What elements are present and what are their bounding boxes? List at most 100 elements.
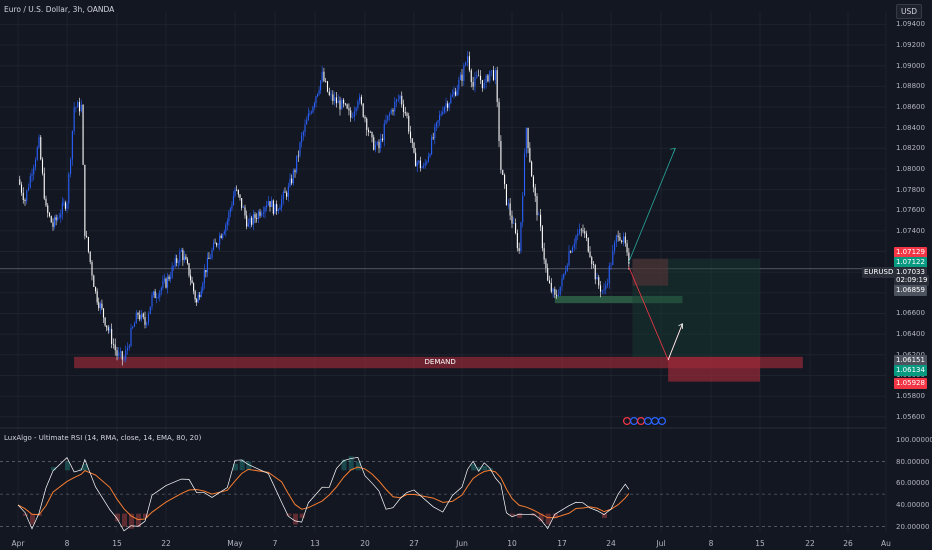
candle-body <box>589 251 591 258</box>
candle-body <box>251 217 253 225</box>
y-tick-label: 1.08600 <box>896 102 925 111</box>
candle-body <box>168 276 170 280</box>
candle-body <box>294 170 296 173</box>
y-tick-label: 1.05800 <box>896 392 925 401</box>
candle-body <box>165 278 167 288</box>
candle-body <box>269 201 271 208</box>
x-tick-label: 27 <box>409 539 419 548</box>
candle-body <box>60 214 62 218</box>
rsi-panel <box>0 456 886 532</box>
candle-body <box>463 65 465 81</box>
candle-body <box>199 294 201 297</box>
candle-body <box>312 106 314 113</box>
candle-body <box>554 289 556 295</box>
candle-body <box>491 70 493 71</box>
candle-body <box>313 103 316 107</box>
candle-body <box>577 233 579 236</box>
event-icon <box>643 416 653 426</box>
candle-body <box>424 163 426 166</box>
zone-demand <box>74 356 803 369</box>
candle-body <box>296 155 298 173</box>
candle-body <box>185 256 187 260</box>
arrow-head <box>670 147 676 154</box>
candle-body <box>367 129 370 132</box>
candle-body <box>409 131 412 139</box>
x-tick-label: 17 <box>557 539 567 548</box>
candle-body <box>19 179 21 185</box>
candle-body <box>481 79 483 89</box>
candle-body <box>194 291 196 300</box>
candle-body <box>571 247 574 253</box>
candle-body <box>388 113 391 116</box>
candle-body <box>580 229 582 231</box>
candle-body <box>135 312 137 324</box>
candle-body <box>133 323 136 327</box>
candle-body <box>334 97 336 102</box>
candle-body <box>465 62 467 66</box>
candle-body <box>474 77 476 87</box>
rsi-oversold-fill <box>136 513 141 527</box>
candle-body <box>376 141 378 145</box>
candle-body <box>29 175 31 188</box>
candle-body <box>139 314 141 320</box>
y-tick-label: 1.09400 <box>896 20 925 29</box>
candle-body <box>157 296 159 298</box>
candle-body <box>357 101 359 108</box>
candle-body <box>107 327 109 331</box>
candle-body <box>513 223 515 224</box>
candle-body <box>587 237 589 252</box>
candle-body <box>219 235 221 245</box>
candle-body <box>173 265 175 267</box>
candle-body <box>585 233 588 238</box>
candle-body <box>176 258 178 263</box>
candle-body <box>61 202 63 215</box>
y-tick-label: 1.08000 <box>896 164 925 173</box>
candle-body <box>154 291 156 298</box>
candle-body <box>191 280 193 284</box>
candle-body <box>246 215 248 227</box>
candle-body <box>22 192 24 200</box>
candle-body <box>160 287 162 292</box>
rsi-oversold-fill <box>552 513 558 518</box>
candle-body <box>429 154 431 157</box>
y-tick-label: 1.07800 <box>896 185 925 194</box>
candle-body <box>318 90 320 94</box>
candle-body <box>91 262 93 276</box>
candle-body <box>212 242 215 250</box>
currency-button[interactable]: USD <box>895 4 922 19</box>
candle-body <box>543 248 545 260</box>
candle-body <box>390 110 392 114</box>
candle-body <box>332 94 334 102</box>
candle-body <box>179 251 181 263</box>
candle-body <box>102 308 105 318</box>
rsi-overbought-fill <box>65 461 70 471</box>
candle-body <box>149 306 151 314</box>
candle-body <box>578 229 581 234</box>
candle-body <box>299 142 301 156</box>
candle-body <box>116 350 118 356</box>
candle-body <box>24 199 26 202</box>
candle-body <box>418 160 420 163</box>
rsi-oversold-fill <box>122 513 127 527</box>
price-tag: 1.06134 <box>894 365 927 376</box>
candle-body <box>378 141 380 149</box>
candle-body <box>559 286 561 295</box>
candle-body <box>416 162 418 167</box>
candle-body <box>256 218 258 220</box>
candle-body <box>320 80 322 91</box>
candle-body <box>208 257 210 259</box>
candle-body <box>68 173 70 204</box>
candle-body <box>397 99 399 100</box>
candle-body <box>197 294 199 303</box>
candle-body <box>339 100 341 110</box>
y-tick-label: 1.08400 <box>896 123 925 132</box>
candle-body <box>71 130 73 160</box>
candle-body <box>427 156 429 162</box>
candle-body <box>146 322 148 325</box>
candle-body <box>387 115 389 121</box>
rsi-oversold-fill <box>602 513 607 518</box>
candle-body <box>610 264 612 266</box>
candle-body <box>531 161 533 177</box>
candle-body <box>147 313 150 323</box>
